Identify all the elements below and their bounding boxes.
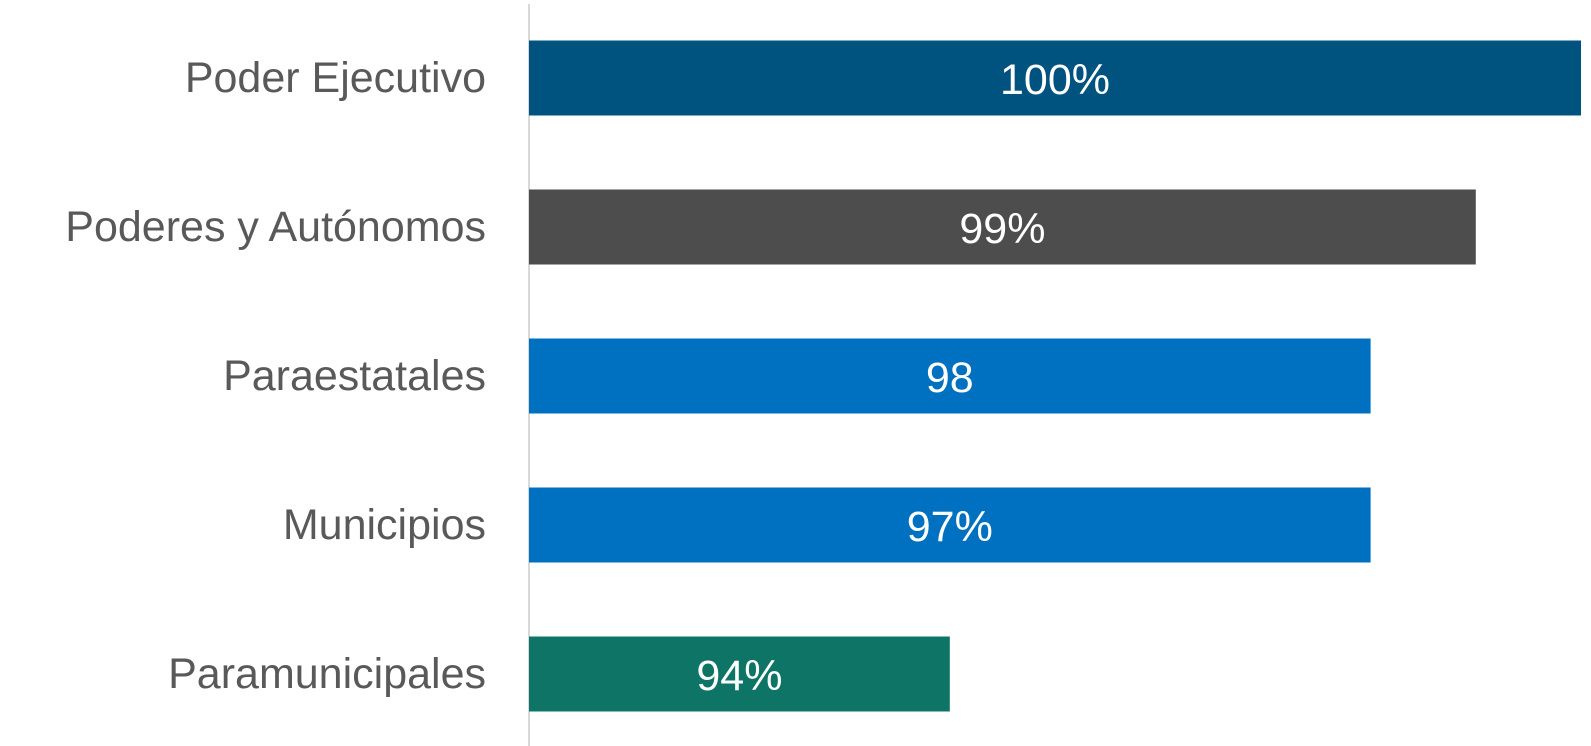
category-labels: Poder Ejecutivo Poderes y Autónomos Paraes…: [65, 54, 486, 698]
category-label: Municipios: [283, 501, 486, 549]
data-label: 99%: [959, 205, 1045, 253]
data-label: 100%: [1000, 56, 1110, 104]
bar: [529, 338, 1371, 414]
category-label: Poderes y Autónomos: [65, 203, 486, 251]
bar: [529, 487, 1371, 563]
data-label: 94%: [696, 652, 782, 700]
category-label: Poder Ejecutivo: [185, 54, 486, 102]
category-label: Paramunicipales: [168, 650, 486, 698]
bars: [529, 40, 1581, 712]
data-label: 98: [926, 354, 974, 402]
data-label: 97%: [907, 503, 993, 551]
bar: [529, 189, 1476, 265]
bar: [529, 40, 1581, 116]
data-labels: 100% 99% 98 97% 94%: [696, 56, 1110, 700]
bar: [529, 636, 950, 712]
category-label: Paraestatales: [223, 352, 486, 400]
